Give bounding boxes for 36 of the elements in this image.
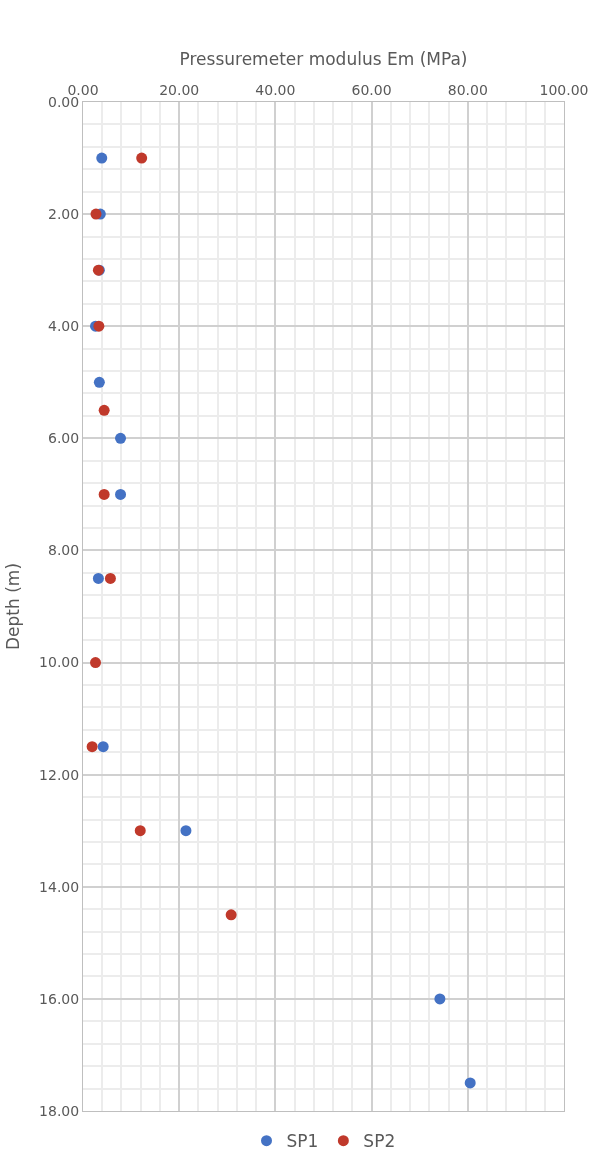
point xyxy=(93,376,105,388)
point xyxy=(225,909,237,921)
point xyxy=(136,152,148,164)
point xyxy=(104,572,116,584)
point xyxy=(86,741,98,753)
y-tick-label: 10.00 xyxy=(39,654,80,671)
y-tick-label: 16.00 xyxy=(39,990,80,1007)
x-tick-label: 60.00 xyxy=(351,82,392,99)
y-tick-label: 14.00 xyxy=(39,878,80,895)
point xyxy=(464,1077,476,1089)
y-axis-title: Depth (m) xyxy=(2,562,23,651)
x-tick-label: 40.00 xyxy=(255,82,296,99)
y-tick-label: 8.00 xyxy=(48,542,80,559)
point xyxy=(92,572,104,584)
y-tick-label: 12.00 xyxy=(39,766,80,783)
point xyxy=(115,488,127,500)
point xyxy=(115,432,127,444)
x-tick-label: 20.00 xyxy=(159,82,200,99)
legend-label: SP1 xyxy=(286,1131,319,1152)
x-axis-title: Pressuremeter modulus Em (MPa) xyxy=(179,48,468,69)
point xyxy=(90,208,102,220)
point xyxy=(98,404,110,416)
point xyxy=(434,993,446,1005)
point xyxy=(97,741,109,753)
point xyxy=(98,488,110,500)
point xyxy=(96,152,108,164)
x-tick-label: 80.00 xyxy=(447,82,488,99)
y-tick-label: 18.00 xyxy=(39,1102,80,1119)
y-tick-label: 2.00 xyxy=(48,206,80,223)
point xyxy=(90,657,102,669)
point xyxy=(180,825,192,837)
legend-label: SP2 xyxy=(363,1131,396,1152)
x-tick-label: 100.00 xyxy=(539,82,589,99)
y-tick-label: 4.00 xyxy=(48,318,80,335)
y-tick-label: 6.00 xyxy=(48,430,80,447)
point xyxy=(134,825,146,837)
